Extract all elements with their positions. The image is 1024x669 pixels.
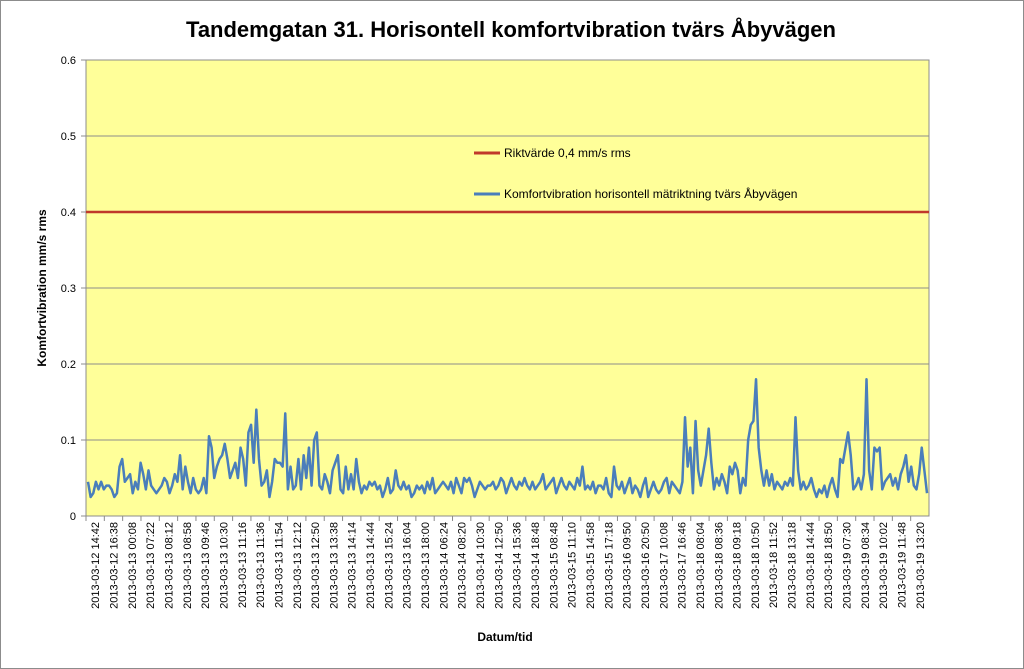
x-tick-label: 2013-03-13 12:12 [292,522,304,609]
x-tick-label: 2013-03-14 08:20 [457,522,469,609]
x-tick-label: 2013-03-18 09:18 [732,522,744,609]
y-tick-label: 0 [70,511,76,523]
x-tick-label: 2013-03-13 00:08 [127,522,139,609]
x-tick-label: 2013-03-19 13:20 [915,522,927,609]
x-tick-label: 2013-03-14 12:50 [493,522,505,609]
x-tick-label: 2013-03-13 11:36 [255,522,267,608]
x-tick-label: 2013-03-17 16:46 [677,522,689,609]
y-tick-label: 0.4 [61,207,76,219]
y-tick-label: 0.3 [61,283,76,295]
x-tick-label: 2013-03-15 08:48 [548,522,560,609]
x-tick-label: 2013-03-13 08:58 [182,522,194,609]
x-tick-label: 2013-03-13 10:30 [218,522,230,609]
x-tick-label: 2013-03-12 16:38 [108,522,120,609]
x-tick-label: 2013-03-19 10:02 [878,522,890,609]
x-tick-label: 2013-03-19 07:30 [842,522,854,609]
x-axis-ticks: 2013-03-12 14:42 2013-03-12 16:38 2013-03-… [85,516,927,609]
x-tick-label: 2013-03-16 09:50 [622,522,634,609]
y-tick-label: 0.1 [61,435,76,447]
x-tick-label: 2013-03-13 14:44 [365,522,377,609]
x-tick-label: 2013-03-13 11:54 [273,522,285,608]
x-axis-label: Datum/tid [477,630,532,644]
series-layer [86,210,929,499]
x-tick-label: 2013-03-14 15:36 [512,522,524,609]
x-tick-label: 2013-03-13 15:24 [383,522,395,609]
x-tick-label: 2013-03-18 11:52 [768,522,780,608]
x-tick-label: 2013-03-18 08:36 [713,522,725,609]
x-tick-label: 2013-03-18 13:18 [787,522,799,609]
x-tick-label: 2013-03-14 18:48 [530,522,542,609]
y-tick-label: 0.2 [61,359,76,371]
x-tick-label: 2013-03-13 08:12 [163,522,175,609]
x-tick-label: 2013-03-13 11:16 [237,522,249,608]
x-tick-label: 2013-03-19 08:34 [860,522,872,609]
x-tick-label: 2013-03-13 13:38 [328,522,340,609]
x-tick-label: 2013-03-18 08:04 [695,522,707,609]
legend: Riktvärde 0,4 mm/s rms Komfortvibration … [474,146,797,201]
x-tick-label: 2013-03-13 12:50 [310,522,322,609]
x-tick-label: 2013-03-18 18:50 [823,522,835,609]
x-tick-label: 2013-03-18 10:50 [750,522,762,609]
x-tick-label: 2013-03-15 17:18 [603,522,615,609]
x-tick-label: 2013-03-18 14:44 [805,522,817,609]
x-tick-label: 2013-03-19 11:48 [897,522,909,608]
x-tick-label: 2013-03-15 14:58 [585,522,597,609]
legend-label-riktvarde: Riktvärde 0,4 mm/s rms [504,146,631,160]
x-tick-label: 2013-03-13 09:46 [200,522,212,609]
x-tick-label: 2013-03-15 11:10 [567,522,579,608]
chart-title: Tandemgatan 31. Horisontell komfortvibra… [186,16,836,42]
y-tick-label: 0.5 [61,131,76,143]
y-tick-label: 0.6 [61,55,76,67]
y-axis-label: Komfortvibration mm/s rms [35,209,49,367]
x-tick-label: 2013-03-13 07:22 [145,522,157,609]
x-tick-label: 2013-03-14 06:24 [438,522,450,609]
y-axis-ticks: 0 0.1 0.2 0.3 0.4 0.5 0.6 [61,55,86,523]
legend-label-komfortvibration: Komfortvibration horisontell mätriktning… [504,186,797,201]
series-line-komfortvibration [86,377,929,499]
x-tick-label: 2013-03-14 10:30 [475,522,487,609]
x-tick-label: 2013-03-13 18:00 [420,522,432,609]
x-tick-label: 2013-03-16 20:50 [640,522,652,609]
x-tick-label: 2013-03-13 14:14 [347,522,359,609]
x-tick-label: 2013-03-12 14:42 [90,522,102,609]
x-tick-label: 2013-03-13 16:04 [402,522,414,609]
x-tick-label: 2013-03-17 10:08 [658,522,670,609]
